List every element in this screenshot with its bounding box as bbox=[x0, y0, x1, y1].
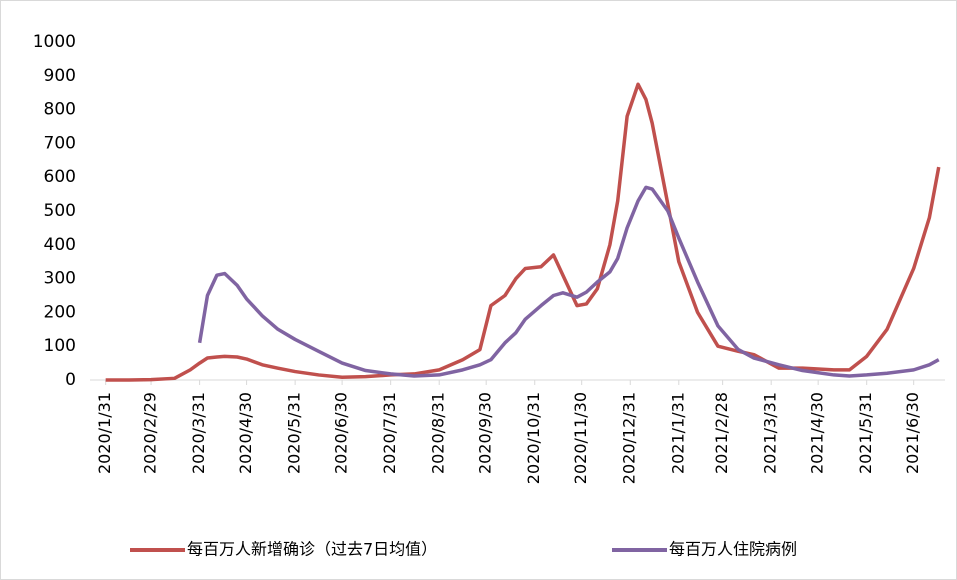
x-tick-label: 2021/1/31 bbox=[668, 392, 687, 474]
x-tick-label: 2020/3/31 bbox=[189, 392, 208, 474]
y-tick-label: 900 bbox=[44, 66, 76, 86]
y-tick-label: 700 bbox=[44, 133, 76, 153]
y-tick-label: 300 bbox=[44, 269, 76, 289]
x-tick-label: 2021/5/31 bbox=[856, 392, 875, 474]
x-tick-label: 2020/8/31 bbox=[429, 392, 448, 474]
x-tick-label: 2021/3/31 bbox=[761, 392, 780, 474]
x-tick-label: 2020/10/31 bbox=[524, 392, 543, 484]
x-tick-label: 2021/2/28 bbox=[712, 392, 731, 474]
x-tick-label: 2020/2/29 bbox=[141, 392, 160, 474]
y-tick-label: 100 bbox=[44, 336, 76, 356]
y-tick-label: 1000 bbox=[33, 32, 76, 52]
x-tick-label: 2020/1/31 bbox=[95, 392, 114, 474]
x-tick-label: 2020/4/30 bbox=[236, 392, 255, 474]
y-tick-label: 400 bbox=[44, 235, 76, 255]
x-tick-label: 2020/12/31 bbox=[620, 392, 639, 484]
y-tick-label: 800 bbox=[44, 100, 76, 120]
x-tick-label: 2020/6/30 bbox=[332, 392, 351, 474]
legend-label: 每百万人新增确诊（过去7日均值） bbox=[187, 540, 437, 559]
x-tick-label: 2020/9/30 bbox=[476, 392, 495, 474]
x-tick-label: 2021/6/30 bbox=[903, 392, 922, 474]
y-tick-label: 500 bbox=[44, 201, 76, 221]
x-tick-label: 2021/4/30 bbox=[808, 392, 827, 474]
y-tick-label: 600 bbox=[44, 167, 76, 187]
y-tick-label: 200 bbox=[44, 302, 76, 322]
y-tick-label: 0 bbox=[65, 370, 76, 390]
x-tick-label: 2020/7/31 bbox=[380, 392, 399, 474]
legend-label: 每百万人住院病例 bbox=[669, 540, 797, 559]
series-line bbox=[197, 185, 940, 378]
x-tick-label: 2020/5/31 bbox=[285, 392, 304, 474]
x-tick-label: 2020/11/30 bbox=[571, 392, 590, 484]
